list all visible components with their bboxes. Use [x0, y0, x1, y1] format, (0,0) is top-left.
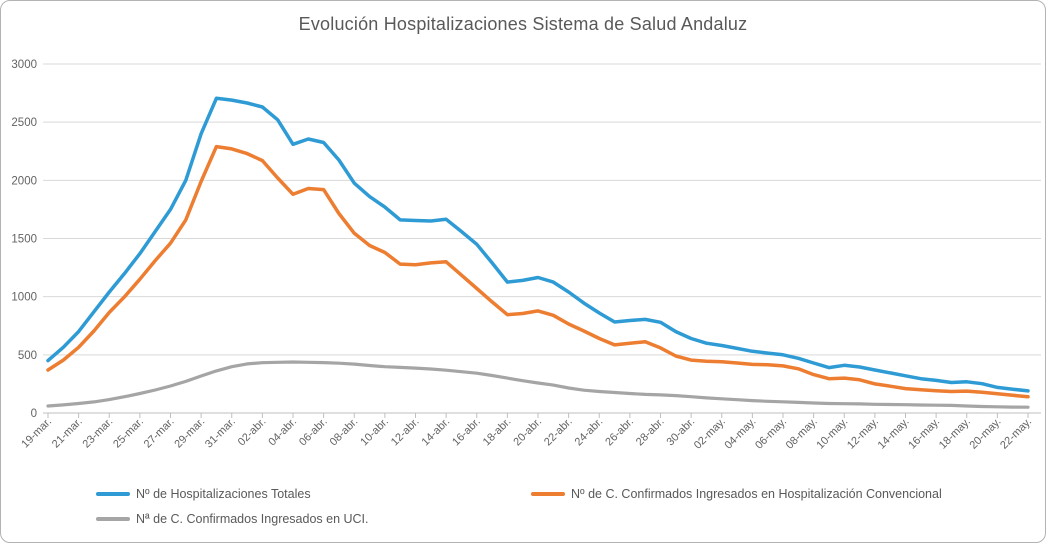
x-tick-label: 26-abr. — [603, 416, 636, 449]
x-tick-label: 10-may. — [814, 416, 850, 452]
x-tick-label: 29-mar. — [172, 416, 207, 451]
x-tick-label: 12-may. — [845, 416, 881, 452]
y-tick-label: 2000 — [11, 175, 37, 187]
legend-item-totales: Nº de Hospitalizaciones Totales — [96, 487, 311, 501]
x-tick-label: 22-may. — [998, 416, 1034, 452]
x-tick-label: 10-abr. — [358, 416, 391, 449]
legend-label: Nº de Hospitalizaciones Totales — [136, 487, 311, 501]
legend-label: Nª de C. Confirmados Ingresados en UCI. — [136, 512, 369, 526]
x-tick-label: 24-abr. — [573, 416, 606, 449]
x-tick-label: 16-may. — [906, 416, 942, 452]
x-tick-label: 27-mar. — [142, 416, 177, 451]
x-axis-ticks — [47, 413, 1029, 418]
x-tick-label: 08-may. — [784, 416, 820, 452]
series-line-convencional — [46, 144, 1030, 399]
legend-item-uci: Nª de C. Confirmados Ingresados en UCI. — [96, 512, 369, 526]
y-axis-labels: 0 500 1000 1500 2000 2500 3000 — [11, 59, 37, 420]
x-tick-label: 20-may. — [967, 416, 1003, 452]
x-tick-label: 06-may. — [753, 416, 789, 452]
x-tick-label: 02-may. — [692, 416, 728, 452]
x-tick-label: 18-may. — [937, 416, 973, 452]
x-tick-label: 14-may. — [876, 416, 912, 452]
y-tick-label: 0 — [31, 408, 37, 420]
y-tick-label: 1000 — [11, 292, 37, 304]
x-tick-label: 19-mar. — [19, 416, 54, 451]
gridlines — [43, 63, 1041, 356]
legend-line-swatch-gray — [96, 517, 130, 521]
x-tick-label: 31-mar. — [203, 416, 238, 451]
y-tick-label: 500 — [18, 350, 37, 362]
x-tick-label: 12-abr. — [389, 416, 422, 449]
x-tick-label: 18-abr. — [481, 416, 514, 449]
x-tick-label: 28-abr. — [634, 416, 667, 449]
legend-label: Nº de C. Confirmados Ingresados en Hospi… — [571, 487, 942, 501]
legend: Nº de Hospitalizaciones Totales Nº de C.… — [1, 479, 1045, 539]
x-tick-label: 08-abr. — [328, 416, 361, 449]
x-tick-label: 21-mar. — [50, 416, 85, 451]
legend-item-convencional: Nº de C. Confirmados Ingresados en Hospi… — [531, 487, 942, 501]
x-tick-label: 02-abr. — [236, 416, 269, 449]
y-tick-label: 2500 — [11, 117, 37, 129]
x-tick-label: 22-abr. — [542, 416, 575, 449]
chart-title: Evolución Hospitalizaciones Sistema de S… — [298, 14, 748, 34]
x-tick-label: 25-mar. — [111, 416, 146, 451]
x-axis-labels: 19-mar.21-mar.23-mar.25-mar.27-mar.29-ma… — [19, 416, 1034, 452]
x-tick-label: 20-abr. — [511, 416, 544, 449]
series-line-totales — [46, 96, 1030, 393]
x-tick-label: 04-may. — [722, 416, 758, 452]
x-tick-label: 04-abr. — [266, 416, 299, 449]
legend-line-swatch-blue — [96, 492, 130, 496]
legend-line-swatch-orange — [531, 492, 565, 496]
x-tick-label: 14-abr. — [420, 416, 453, 449]
x-tick-label: 16-abr. — [450, 416, 483, 449]
series-line-uci — [46, 360, 1030, 409]
y-tick-label: 3000 — [11, 59, 37, 71]
x-tick-label: 23-mar. — [81, 416, 116, 451]
y-tick-label: 1500 — [11, 234, 37, 246]
x-tick-label: 06-abr. — [297, 416, 330, 449]
